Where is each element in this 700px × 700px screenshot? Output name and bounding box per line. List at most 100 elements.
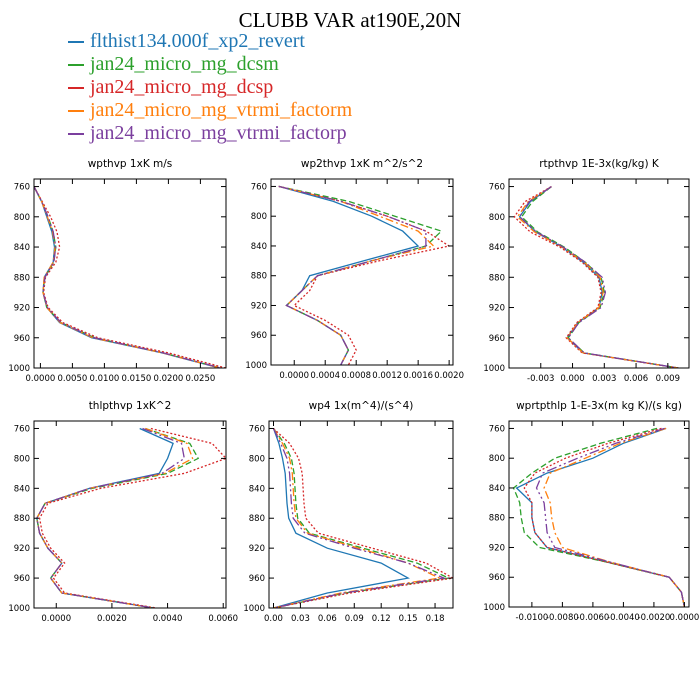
series-line-0-2 (34, 186, 226, 368)
xtick-label-3-0: 0.0000 (41, 614, 71, 624)
xtick-label-0-5: 0.0250 (186, 374, 216, 384)
legend-swatch-0 (68, 41, 84, 44)
ytick-label-4-1: 800 (249, 454, 265, 464)
xtick-label-0-3: 0.0150 (122, 374, 152, 384)
xtick-label-5-0: -0.0100 (515, 613, 548, 623)
xtick-label-1-5: 0.0020 (434, 371, 464, 381)
series-line-1-3 (278, 185, 435, 365)
xtick-label-0-1: 0.0050 (58, 374, 88, 384)
legend-swatch-4 (68, 133, 84, 136)
ytick-label-1-6: 1000 (245, 361, 267, 371)
subplot-title-1: wp2thvp 1xK m^2/s^2 (301, 158, 423, 170)
series-line-4-3 (272, 428, 442, 608)
ytick-label-1-0: 760 (251, 182, 267, 192)
legend-label-0: flthist134.000f_xp2_revert (90, 30, 305, 52)
xtick-label-4-6: 0.18 (426, 614, 445, 624)
series-line-1-1 (278, 185, 443, 365)
series-line-2-1 (520, 186, 679, 368)
xtick-label-1-1: 0.0004 (310, 371, 340, 381)
legend-item-4: jan24_micro_mg_vtrmi_factorp (68, 122, 352, 145)
ytick-label-5-6: 1000 (483, 603, 505, 613)
subplot-title-0: wpthvp 1xK m/s (88, 158, 173, 170)
series-line-3-0 (36, 427, 174, 608)
xtick-label-2-4: 0.009 (656, 374, 680, 384)
legend-label-4: jan24_micro_mg_vtrmi_factorp (90, 122, 347, 144)
xtick-label-4-1: 0.03 (291, 614, 310, 624)
ytick-label-3-2: 840 (14, 484, 30, 494)
ytick-label-1-2: 840 (251, 242, 267, 252)
legend-swatch-3 (68, 110, 84, 113)
series-line-4-0 (272, 428, 410, 608)
ytick-label-0-1: 800 (14, 213, 30, 223)
legend-label-2: jan24_micro_mg_dcsp (90, 76, 274, 98)
series-line-1-4 (278, 185, 427, 365)
ytick-label-5-2: 840 (489, 484, 505, 494)
series-line-3-4 (36, 427, 186, 608)
ytick-label-2-0: 760 (489, 183, 505, 193)
xtick-label-4-3: 0.09 (345, 614, 364, 624)
subplot-frame-0 (33, 178, 227, 369)
xtick-label-2-3: 0.006 (624, 374, 648, 384)
xtick-label-1-0: 0.0000 (279, 371, 309, 381)
ytick-label-2-5: 960 (489, 334, 505, 344)
xtick-label-1-2: 0.0008 (341, 371, 371, 381)
ytick-label-5-4: 920 (489, 543, 505, 553)
legend-label-1: jan24_micro_mg_dcsm (90, 53, 279, 75)
ytick-label-5-5: 960 (489, 573, 505, 583)
ytick-label-3-3: 880 (14, 514, 30, 524)
ytick-label-3-6: 1000 (8, 604, 30, 614)
subplot-frame-3 (33, 420, 227, 609)
ytick-label-4-3: 880 (249, 514, 265, 524)
ytick-label-4-2: 840 (249, 484, 265, 494)
series-line-0-4 (34, 186, 222, 368)
ytick-label-1-3: 880 (251, 272, 267, 282)
xtick-label-4-0: 0.00 (264, 614, 283, 624)
xtick-label-3-2: 0.0040 (153, 614, 183, 624)
xtick-label-0-0: 0.0000 (26, 374, 56, 384)
legend-item-2: jan24_micro_mg_dcsp (68, 76, 352, 99)
ytick-label-0-6: 1000 (8, 364, 30, 374)
xtick-label-1-4: 0.0016 (403, 371, 433, 381)
legend: flthist134.000f_xp2_revert jan24_micro_m… (68, 30, 352, 145)
legend-item-0: flthist134.000f_xp2_revert (68, 30, 352, 53)
series-line-2-3 (516, 186, 679, 368)
ytick-label-5-3: 880 (489, 514, 505, 524)
subplot-title-4: wp4 1x(m^4)/(s^4) (309, 400, 414, 412)
xtick-label-5-1: -0.0080 (546, 613, 579, 623)
xtick-label-2-0: -0.003 (527, 374, 554, 384)
ytick-label-1-5: 960 (251, 331, 267, 341)
subplot-4: wp4 1x(m^4)/(s^4)76080084088092096010000… (243, 400, 454, 624)
ytick-label-2-2: 840 (489, 243, 505, 253)
ytick-label-4-5: 960 (249, 574, 265, 584)
ytick-label-3-0: 760 (14, 424, 30, 434)
ytick-label-2-4: 920 (489, 304, 505, 314)
ytick-label-1-1: 800 (251, 212, 267, 222)
series-line-2-2 (513, 186, 679, 368)
ytick-label-4-0: 760 (249, 424, 265, 434)
legend-item-3: jan24_micro_mg_vtrmi_factorm (68, 99, 352, 122)
xtick-label-5-3: -0.0040 (607, 613, 640, 623)
series-line-5-0 (515, 427, 686, 607)
ytick-label-0-4: 920 (14, 304, 30, 314)
xtick-label-3-1: 0.0020 (97, 614, 127, 624)
legend-swatch-2 (68, 87, 84, 90)
xtick-label-5-5: 0.0000 (670, 613, 700, 623)
subplot-frame-5 (508, 420, 690, 608)
ytick-label-0-2: 840 (14, 243, 30, 253)
subplot-5: wprtpthlp 1-E-3x(m kg K)/(s kg) 760 800 840… (483, 400, 699, 623)
series-line-2-0 (518, 186, 679, 368)
subplot-title-2: rtpthvp 1E-3x(kg/kg) K (539, 158, 660, 170)
xtick-label-5-2: -0.0060 (576, 613, 609, 623)
ytick-label-3-1: 800 (14, 454, 30, 464)
ytick-label-0-5: 960 (14, 334, 30, 344)
xtick-label-4-2: 0.06 (318, 614, 337, 624)
series-line-4-1 (272, 428, 451, 608)
legend-swatch-1 (68, 64, 84, 67)
series-line-3-3 (36, 427, 194, 608)
subplot-1: wp2thvp 1xK m^2/s^2 760 800 840 880 920 960 100… (245, 158, 464, 381)
series-line-0-3 (34, 186, 221, 368)
xtick-label-4-5: 0.15 (399, 614, 418, 624)
xtick-label-0-2: 0.0100 (90, 374, 120, 384)
